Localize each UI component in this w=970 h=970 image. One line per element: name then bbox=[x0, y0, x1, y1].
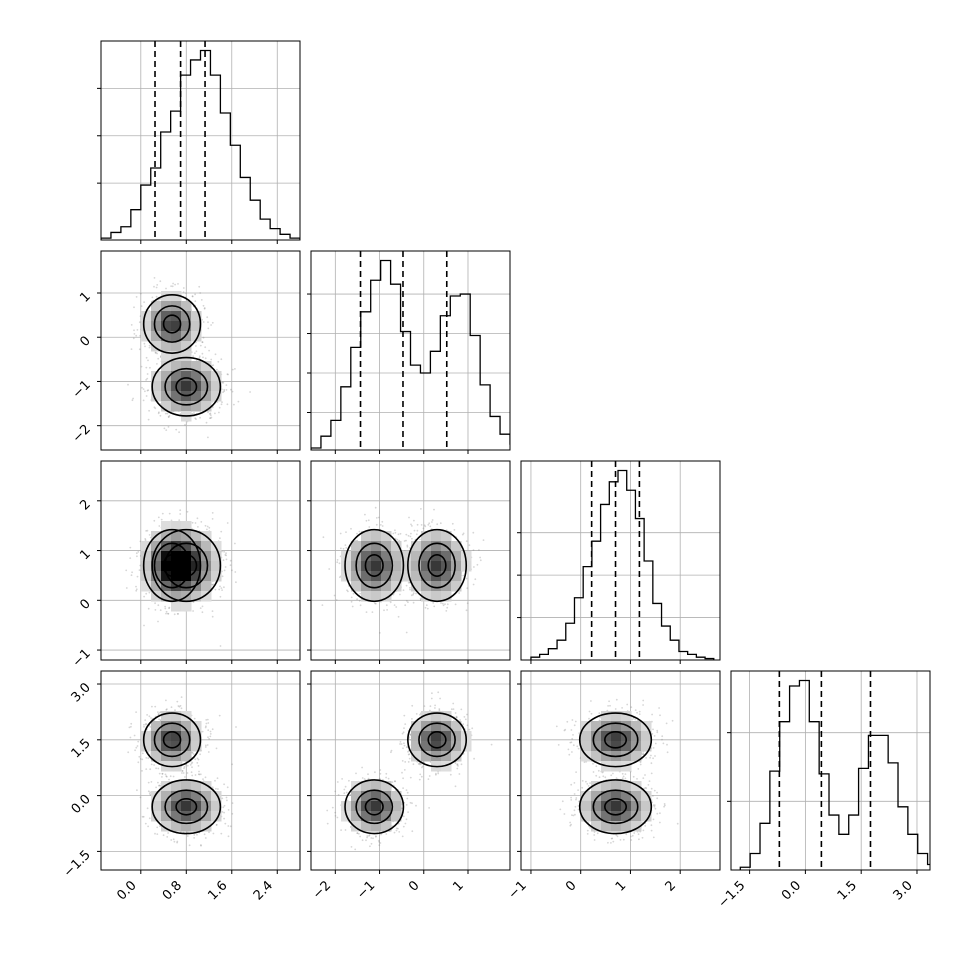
x-tick-label: −1.5 bbox=[715, 878, 748, 911]
contour-level bbox=[578, 779, 653, 835]
y-tick-label: 1.5 bbox=[69, 736, 94, 761]
panel-p2-vs-p1 bbox=[307, 460, 511, 664]
contour-level bbox=[142, 528, 202, 603]
contour-level bbox=[364, 797, 384, 816]
contour-level bbox=[162, 553, 182, 577]
contour-level bbox=[592, 789, 639, 825]
panel-frame bbox=[100, 40, 301, 241]
contour-level bbox=[164, 789, 209, 825]
contour-level bbox=[604, 797, 628, 816]
panel-frame bbox=[730, 670, 931, 871]
x-tick-label: 1.6 bbox=[205, 878, 230, 903]
contour-level bbox=[151, 528, 222, 603]
x-tick-label: 1 bbox=[613, 878, 629, 894]
contour-level bbox=[175, 797, 198, 816]
panel-p1-vs-p0: −2 −1 0 1 bbox=[70, 250, 301, 454]
x-tick-label: 3.0 bbox=[891, 878, 916, 903]
contour-level bbox=[592, 722, 639, 758]
histogram-p1 bbox=[311, 259, 510, 450]
contour-level bbox=[175, 553, 198, 577]
panel-frame bbox=[310, 250, 511, 451]
density-shading bbox=[581, 711, 652, 832]
panel-p2-vs-p0: −1 0 1 2 bbox=[70, 460, 301, 670]
contour-level bbox=[355, 542, 394, 589]
contour-level bbox=[142, 293, 202, 354]
density-shading bbox=[341, 531, 472, 602]
contour-level bbox=[344, 779, 405, 835]
density-contours bbox=[578, 712, 653, 835]
x-tick-label: −2 bbox=[310, 878, 334, 902]
x-tick-label: 1.5 bbox=[835, 878, 860, 903]
panel-p3-vs-p0: 0.0 0.8 1.6 2.4 −1.5 0.0 1.5 3.0 bbox=[61, 670, 301, 903]
contour-level bbox=[175, 377, 198, 397]
y-tick-label: −1 bbox=[70, 378, 94, 402]
contour-level bbox=[151, 356, 222, 417]
contour-level bbox=[418, 542, 456, 589]
density-contours bbox=[142, 528, 222, 603]
y-tick-label: −1.5 bbox=[61, 848, 94, 881]
x-tick-label: −1 bbox=[354, 878, 378, 902]
contour-level bbox=[153, 542, 191, 589]
x-tick-label: 0.8 bbox=[160, 878, 185, 903]
x-tick-label: 1 bbox=[450, 878, 466, 894]
contour-level bbox=[407, 712, 468, 768]
density-contours bbox=[142, 293, 222, 417]
contour-level bbox=[427, 731, 447, 749]
contour-level bbox=[153, 722, 191, 758]
contour-level bbox=[344, 528, 405, 603]
contour-level bbox=[164, 367, 209, 406]
contour-level bbox=[355, 789, 394, 825]
panel-frame bbox=[310, 670, 511, 871]
x-tick-label: 0 bbox=[563, 878, 579, 894]
density-contours bbox=[344, 712, 468, 835]
contour-level bbox=[407, 528, 468, 603]
x-tick-label: 2 bbox=[663, 878, 679, 894]
y-tick-label: 2 bbox=[77, 497, 93, 513]
panel-p3-vs-p2: −1 0 1 2 bbox=[506, 670, 721, 902]
x-tick-label: 0 bbox=[406, 878, 422, 894]
x-tick-label: 0.0 bbox=[779, 878, 804, 903]
contour-level bbox=[153, 305, 191, 343]
contour-level bbox=[578, 712, 653, 768]
contour-level bbox=[364, 553, 384, 577]
y-tick-label: 0 bbox=[77, 597, 93, 613]
panel-frame bbox=[520, 460, 721, 661]
contour-level bbox=[162, 731, 182, 749]
y-tick-label: 3.0 bbox=[69, 680, 94, 705]
panel-p3-vs-p3: −1.5 0.0 1.5 3.0 bbox=[715, 670, 931, 911]
y-tick-label: 1 bbox=[77, 289, 93, 305]
y-tick-label: 1 bbox=[77, 547, 93, 563]
panel-frame bbox=[100, 250, 301, 451]
histogram-p2 bbox=[530, 469, 715, 660]
panel-frame bbox=[100, 670, 301, 871]
contour-level bbox=[162, 314, 182, 334]
contour-level bbox=[604, 731, 628, 749]
contour-level bbox=[418, 722, 456, 758]
histogram-p0 bbox=[101, 49, 300, 240]
density-shading bbox=[141, 291, 222, 422]
panel-frame bbox=[100, 460, 301, 661]
panel-frame bbox=[310, 460, 511, 661]
contour-level bbox=[427, 553, 447, 577]
contour-level bbox=[164, 542, 209, 589]
histogram-p3 bbox=[739, 679, 930, 870]
y-tick-label: −1 bbox=[70, 646, 94, 670]
y-tick-label: 0 bbox=[77, 333, 93, 349]
panel-p0-vs-p0 bbox=[97, 40, 301, 244]
y-tick-label: −2 bbox=[70, 422, 94, 446]
contour-level bbox=[151, 779, 222, 835]
panel-p1-vs-p1 bbox=[307, 250, 511, 454]
y-tick-label: 0.0 bbox=[69, 792, 94, 817]
x-tick-label: −1 bbox=[506, 878, 530, 902]
x-tick-label: 0.0 bbox=[114, 878, 139, 903]
panel-frame bbox=[520, 670, 721, 871]
panel-p3-vs-p1: −2 −1 0 1 bbox=[307, 670, 511, 902]
density-contours bbox=[344, 528, 468, 603]
panel-p2-vs-p2 bbox=[517, 460, 721, 664]
contour-level bbox=[142, 712, 202, 768]
x-tick-label: 2.4 bbox=[251, 878, 276, 903]
density-contours bbox=[142, 712, 222, 835]
